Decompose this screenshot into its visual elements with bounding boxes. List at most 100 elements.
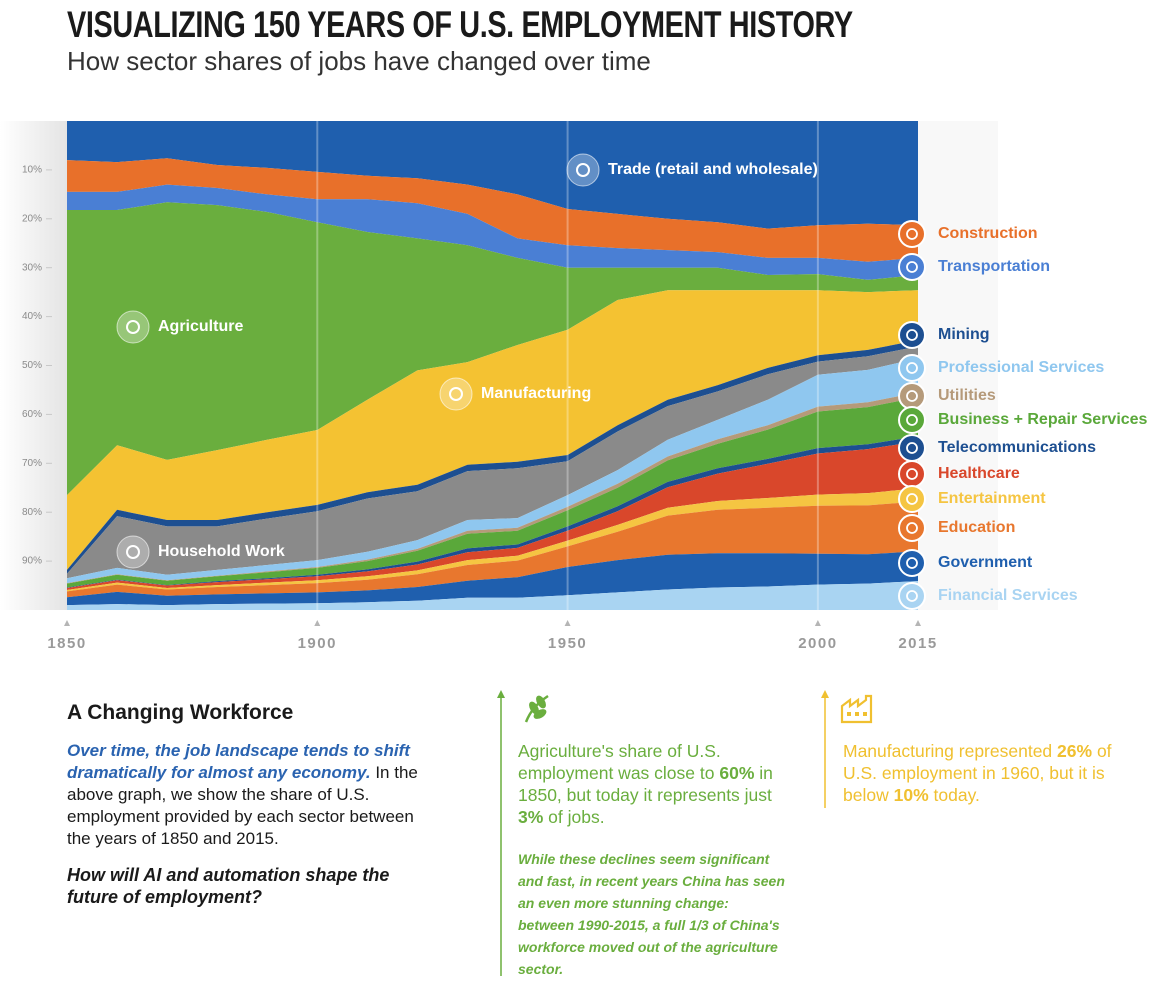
note-text: Agriculture's share of U.S. employment w… — [518, 741, 721, 783]
label-icon-dot — [576, 163, 590, 177]
legend-icon — [898, 253, 926, 281]
intro-paragraph: Over time, the job landscape tends to sh… — [67, 740, 432, 850]
legend-icon — [898, 460, 926, 488]
note-text: of jobs. — [548, 807, 605, 827]
area — [67, 397, 918, 588]
legend-icon — [898, 549, 926, 577]
note-text: of U.S. employment in 1960, but it is be… — [843, 741, 1112, 805]
legend-icon-dot — [906, 228, 918, 240]
legend-icon-dot — [906, 590, 918, 602]
x-tick-label: 1950 — [548, 635, 587, 652]
manufacturing-arrow — [821, 690, 829, 808]
y-tick-label: 70% — [22, 458, 42, 469]
x-tick-label: 1850 — [47, 635, 86, 652]
series-label: Manufacturing — [481, 385, 591, 402]
y-tick-label: 80% — [22, 507, 42, 518]
area — [67, 581, 918, 610]
right-background — [918, 121, 998, 610]
label-icon-dot — [126, 545, 140, 559]
legend-label: Healthcare — [938, 465, 1020, 482]
area — [67, 202, 918, 496]
x-tick — [915, 620, 921, 626]
series-label: Trade (retail and wholesale) — [608, 161, 818, 178]
x-tick — [564, 620, 571, 626]
y-tick-label: 10% — [22, 165, 42, 176]
label-icon — [116, 310, 150, 344]
note-figure: 10% — [893, 785, 929, 805]
area — [67, 346, 918, 579]
legend-label: Government — [938, 554, 1033, 571]
legend-icon — [898, 434, 926, 462]
question: How will AI and automation shape the fut… — [67, 865, 390, 907]
chart-subtitle: How sector shares of jobs have changed o… — [67, 46, 651, 76]
note-figure: 3% — [518, 807, 544, 827]
legend-icon — [898, 514, 926, 542]
y-tick-label: 90% — [22, 556, 42, 567]
label-icon-dot — [126, 320, 140, 334]
legend-label: Financial Services — [938, 587, 1078, 604]
legend-label: Business + Repair Services — [938, 411, 1148, 428]
agriculture-note: Agriculture's share of U.S. employment w… — [518, 740, 786, 828]
x-tick-label: 1900 — [298, 635, 337, 652]
legend-icon — [898, 220, 926, 248]
note-text: Manufacturing represented — [843, 741, 1053, 761]
manufacturing-icon — [840, 694, 873, 724]
legend-label: Mining — [938, 326, 990, 343]
note-figure: 26% — [1057, 741, 1093, 761]
legend-icon-dot — [906, 442, 918, 454]
label-icon — [116, 535, 150, 569]
note-text: today. — [933, 785, 980, 805]
manufacturing-column: Manufacturing represented 26% of U.S. em… — [843, 740, 1118, 806]
x-tick-label: 2000 — [798, 635, 837, 652]
area — [67, 551, 918, 606]
x-tick — [814, 620, 821, 626]
intro-column: A Changing Workforce Over time, the job … — [67, 702, 432, 922]
area — [67, 121, 918, 229]
intro-lead: Over time, the job landscape tends to sh… — [67, 741, 410, 782]
area — [67, 158, 918, 262]
label-icon — [566, 153, 600, 187]
agriculture-icon — [524, 694, 549, 723]
chart-title: VISUALIZING 150 YEARS OF U.S. EMPLOYMENT… — [67, 4, 853, 45]
y-tick-label: 40% — [22, 311, 42, 322]
area — [67, 340, 918, 574]
legend-label: Telecommunications — [938, 439, 1096, 456]
area — [67, 184, 918, 280]
chart: 1850 1900 1950 2000 2015 10% 20% 30% 40% 50% 60% 70… — [0, 121, 1148, 652]
legend-label: Entertainment — [938, 490, 1046, 507]
y-tick-label: 30% — [22, 262, 42, 273]
x-tick-label: 2015 — [898, 635, 937, 652]
x-tick — [64, 620, 70, 626]
legend-icon — [898, 321, 926, 349]
note-figure: 60% — [719, 763, 755, 783]
legend-icon-dot — [906, 493, 918, 505]
legend-icon — [898, 582, 926, 610]
china-note: While these declines seem significant an… — [518, 851, 785, 977]
label-icon — [439, 377, 473, 411]
area — [67, 441, 918, 590]
area — [67, 358, 918, 584]
y-tick-label: 50% — [22, 360, 42, 371]
legend-icon — [898, 406, 926, 434]
legend-icon-dot — [906, 468, 918, 480]
intro-body: In the above graph, we show the share of… — [67, 763, 418, 848]
legend-icon — [898, 354, 926, 382]
overlay: 1850 1900 1950 2000 2015 10% 20% 30% 40% 50% 60% 70… — [22, 121, 1148, 652]
area — [67, 501, 918, 598]
legend-icon-dot — [906, 557, 918, 569]
area — [67, 488, 918, 592]
y-tick-label: 60% — [22, 409, 42, 420]
x-tick — [314, 620, 321, 626]
label-icon-dot — [449, 387, 463, 401]
series-label: Household Work — [158, 543, 285, 560]
legend-icon-dot — [906, 522, 918, 534]
legend-label: Utilities — [938, 387, 996, 404]
section-heading: A Changing Workforce — [67, 701, 294, 724]
legend-icon-dot — [906, 362, 918, 374]
legend-icon-dot — [906, 329, 918, 341]
legend-label: Education — [938, 519, 1015, 536]
agriculture-column: Agriculture's share of U.S. employment w… — [518, 740, 786, 980]
legend-label: Construction — [938, 225, 1038, 242]
legend-icon-dot — [906, 261, 918, 273]
